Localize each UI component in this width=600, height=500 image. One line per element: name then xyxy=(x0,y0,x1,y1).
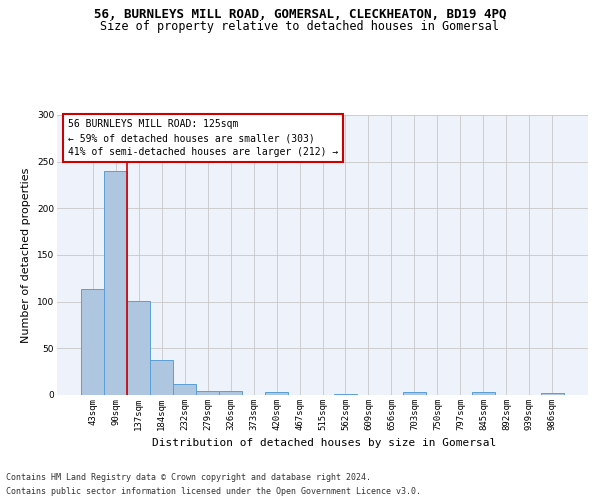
Bar xyxy=(196,392,219,395)
Text: Contains public sector information licensed under the Open Government Licence v3: Contains public sector information licen… xyxy=(6,488,421,496)
Bar xyxy=(81,288,104,395)
Text: 56, BURNLEYS MILL ROAD, GOMERSAL, CLECKHEATON, BD19 4PQ: 56, BURNLEYS MILL ROAD, GOMERSAL, CLECKH… xyxy=(94,8,506,20)
Bar xyxy=(541,393,564,395)
Text: 56 BURNLEYS MILL ROAD: 125sqm
← 59% of detached houses are smaller (303)
41% of : 56 BURNLEYS MILL ROAD: 125sqm ← 59% of d… xyxy=(68,119,338,157)
Bar xyxy=(219,392,242,395)
Bar xyxy=(104,171,127,395)
Text: Size of property relative to detached houses in Gomersal: Size of property relative to detached ho… xyxy=(101,20,499,33)
Bar xyxy=(403,392,426,395)
Bar xyxy=(173,384,196,395)
Text: Contains HM Land Registry data © Crown copyright and database right 2024.: Contains HM Land Registry data © Crown c… xyxy=(6,472,371,482)
Bar xyxy=(127,300,150,395)
Bar xyxy=(472,392,495,395)
Bar xyxy=(265,392,288,395)
Bar xyxy=(150,360,173,395)
Y-axis label: Number of detached properties: Number of detached properties xyxy=(22,168,31,342)
Text: Distribution of detached houses by size in Gomersal: Distribution of detached houses by size … xyxy=(152,438,496,448)
Bar xyxy=(334,394,357,395)
